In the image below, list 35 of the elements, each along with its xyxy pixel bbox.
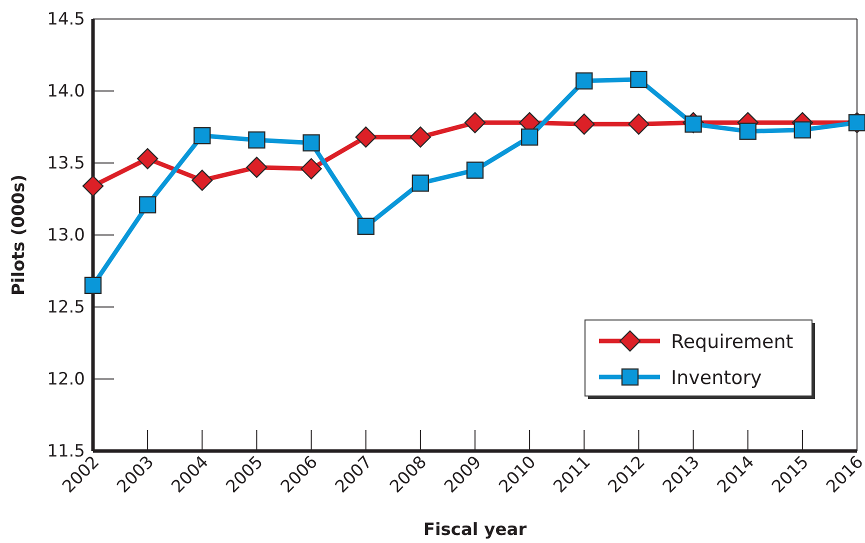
point: [355, 126, 376, 148]
point: [246, 156, 268, 178]
point: [84, 276, 102, 294]
point: [628, 114, 650, 135]
point: [194, 127, 211, 144]
x-axis-title: Fiscal year: [423, 520, 528, 540]
y-tick-label: 14.5: [47, 9, 85, 30]
point: [192, 170, 213, 191]
legend-label: Inventory: [671, 367, 762, 389]
point: [464, 112, 486, 134]
point: [630, 70, 648, 88]
point: [248, 131, 266, 149]
legend-label: Requirement: [671, 331, 794, 353]
point: [466, 162, 484, 179]
point: [300, 158, 322, 180]
point: [848, 114, 865, 132]
y-tick-label: 14.0: [47, 81, 85, 102]
y-axis-title: Pilots (000s): [9, 174, 29, 296]
y-tick-label: 13.5: [47, 153, 85, 174]
point: [520, 128, 538, 146]
point: [138, 196, 156, 214]
point: [574, 114, 595, 135]
point: [357, 218, 374, 235]
point: [412, 174, 430, 192]
point: [136, 148, 158, 170]
point: [794, 121, 812, 138]
point: [410, 126, 432, 148]
y-tick-label: 12.0: [47, 369, 85, 390]
point: [82, 175, 104, 197]
point: [739, 122, 756, 140]
y-tick-label: 11.5: [47, 441, 85, 462]
point: [576, 72, 593, 90]
y-tick-label: 13.0: [47, 225, 85, 246]
y-tick-label: 12.5: [47, 297, 85, 318]
point: [302, 134, 320, 152]
